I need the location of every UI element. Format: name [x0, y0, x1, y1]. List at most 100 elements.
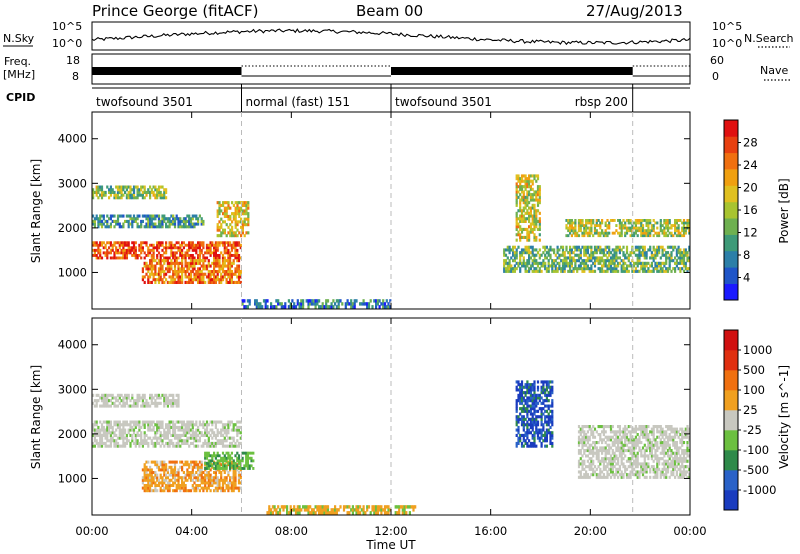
echo-cell	[524, 177, 527, 181]
echo-cell	[643, 443, 646, 447]
echo-cell	[179, 425, 182, 429]
echo-cell	[280, 305, 283, 309]
echo-cell	[522, 206, 525, 210]
echo-cell	[583, 264, 586, 268]
echo-cell	[152, 214, 155, 218]
echo-cell	[216, 254, 219, 257]
echo-cell	[214, 489, 217, 493]
echo-cell	[227, 489, 230, 493]
echo-cell	[668, 443, 671, 447]
echo-cell	[672, 451, 675, 455]
echo-cell	[205, 248, 209, 252]
echo-cell	[193, 261, 196, 265]
echo-cell	[177, 425, 180, 429]
echo-cell	[143, 188, 146, 192]
echo-cell	[668, 435, 671, 439]
echo-cell	[149, 476, 152, 480]
echo-cell	[132, 399, 136, 403]
echo-cell	[227, 280, 230, 284]
echo-cell	[102, 251, 105, 255]
echo-cell	[195, 476, 198, 480]
echo-cell	[93, 428, 96, 432]
echo-cell	[672, 441, 675, 445]
echo-cell	[193, 267, 196, 271]
echo-cell	[181, 433, 184, 437]
echo-cell	[526, 193, 529, 197]
echo-cell	[172, 473, 175, 477]
echo-cell	[189, 261, 193, 265]
echo-cell	[170, 219, 173, 223]
power-axis-label-1: 2000	[58, 221, 87, 235]
echo-cell	[613, 251, 616, 255]
echo-cell	[214, 433, 217, 437]
echo-cell	[189, 254, 193, 257]
echo-cell	[659, 269, 662, 273]
echo-cell	[617, 449, 620, 453]
echo-cell	[661, 446, 664, 450]
echo-cell	[230, 246, 233, 250]
echo-cell	[141, 420, 144, 424]
echo-cell	[533, 225, 536, 229]
echo-cell	[652, 459, 655, 463]
echo-cell	[659, 441, 662, 445]
echo-cell	[202, 486, 205, 490]
echo-cell	[547, 407, 550, 411]
echo-cell	[124, 431, 127, 435]
echo-cell	[207, 248, 210, 252]
echo-cell	[211, 428, 214, 432]
echo-cell	[679, 256, 682, 260]
echo-cell	[563, 264, 566, 268]
echo-cell	[99, 420, 102, 424]
echo-cell	[608, 261, 611, 265]
echo-cell	[289, 305, 292, 309]
echo-cell	[186, 439, 189, 443]
echo-cell	[681, 267, 684, 271]
echo-cell	[531, 251, 534, 255]
echo-cell	[131, 222, 134, 226]
echo-cell	[524, 417, 527, 421]
echo-cell	[127, 243, 130, 247]
echo-cell	[519, 198, 522, 202]
echo-cell	[650, 430, 653, 434]
echo-cell	[515, 222, 518, 226]
echo-cell	[681, 256, 684, 260]
echo-cell	[161, 439, 164, 443]
echo-cell	[661, 231, 664, 235]
echo-cell	[665, 433, 668, 437]
echo-cell	[225, 451, 228, 455]
echo-cell	[223, 423, 226, 427]
cpid-label: CPID	[6, 91, 35, 104]
echo-cell	[652, 269, 655, 273]
echo-cell	[620, 264, 623, 268]
echo-cell	[599, 234, 602, 238]
echo-cell	[230, 248, 233, 252]
echo-cell	[104, 404, 107, 408]
echo-cell	[207, 459, 210, 463]
echo-cell	[232, 246, 235, 250]
echo-cell	[629, 435, 632, 439]
echo-cell	[141, 399, 144, 403]
echo-cell	[524, 251, 527, 255]
echo-cell	[241, 456, 244, 460]
echo-cell	[536, 203, 540, 207]
echo-cell	[526, 428, 529, 432]
echo-cell	[99, 243, 102, 247]
echo-cell	[181, 243, 184, 247]
echo-cell	[569, 256, 572, 260]
echo-cell	[266, 299, 269, 303]
echo-cell	[593, 251, 597, 255]
echo-cell	[569, 264, 572, 268]
echo-cell	[156, 476, 159, 480]
echo-cell	[186, 489, 189, 493]
echo-cell	[159, 278, 162, 282]
echo-cell	[624, 427, 627, 431]
echo-cell	[625, 245, 629, 249]
echo-cell	[207, 259, 210, 263]
echo-cell	[641, 251, 645, 255]
echo-cell	[177, 486, 180, 490]
echo-cell	[221, 459, 225, 463]
echo-cell	[533, 388, 536, 392]
echo-cell	[590, 251, 593, 255]
echo-cell	[538, 185, 541, 189]
echo-cell	[641, 462, 645, 466]
